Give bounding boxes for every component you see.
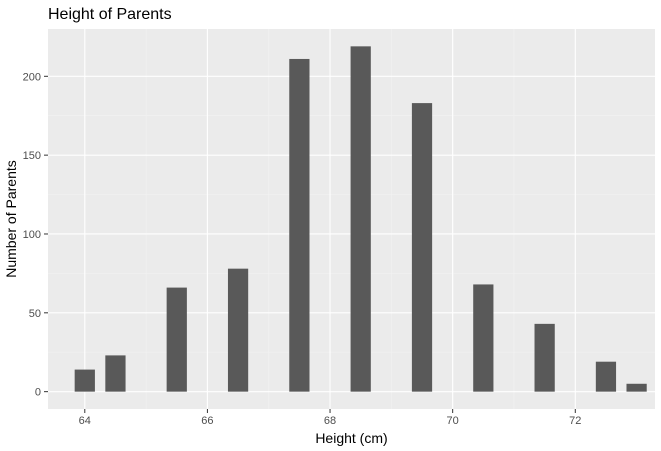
y-tick-label: 150 (23, 150, 41, 162)
y-tick-label: 0 (35, 387, 41, 399)
x-axis-title: Height (cm) (315, 430, 387, 446)
y-tick-label: 100 (23, 229, 41, 241)
histogram-bar (74, 369, 95, 392)
histogram-bar (626, 383, 647, 392)
x-tick-label: 68 (324, 415, 336, 427)
y-tick-label: 200 (23, 71, 41, 83)
x-tick-label: 64 (79, 415, 91, 427)
x-axis: 64 66 68 70 72 (79, 409, 581, 427)
y-axis: 0 50 100 150 200 (23, 71, 48, 399)
histogram-bar (289, 58, 310, 392)
chart-title: Height of Parents (48, 6, 172, 23)
y-tick-label: 50 (29, 308, 41, 320)
histogram-bar (411, 103, 433, 392)
x-tick-label: 72 (569, 415, 581, 427)
histogram-bar (534, 323, 555, 392)
x-tick-label: 66 (201, 415, 213, 427)
bars (74, 46, 647, 392)
y-axis-title: Number of Parents (3, 160, 19, 278)
histogram-bar (473, 284, 494, 392)
histogram-bar (227, 268, 249, 392)
histogram-bar (166, 287, 187, 392)
histogram-bar (350, 46, 371, 392)
histogram-bar (595, 361, 617, 392)
x-tick-label: 70 (447, 415, 459, 427)
histogram-bar (105, 355, 126, 392)
